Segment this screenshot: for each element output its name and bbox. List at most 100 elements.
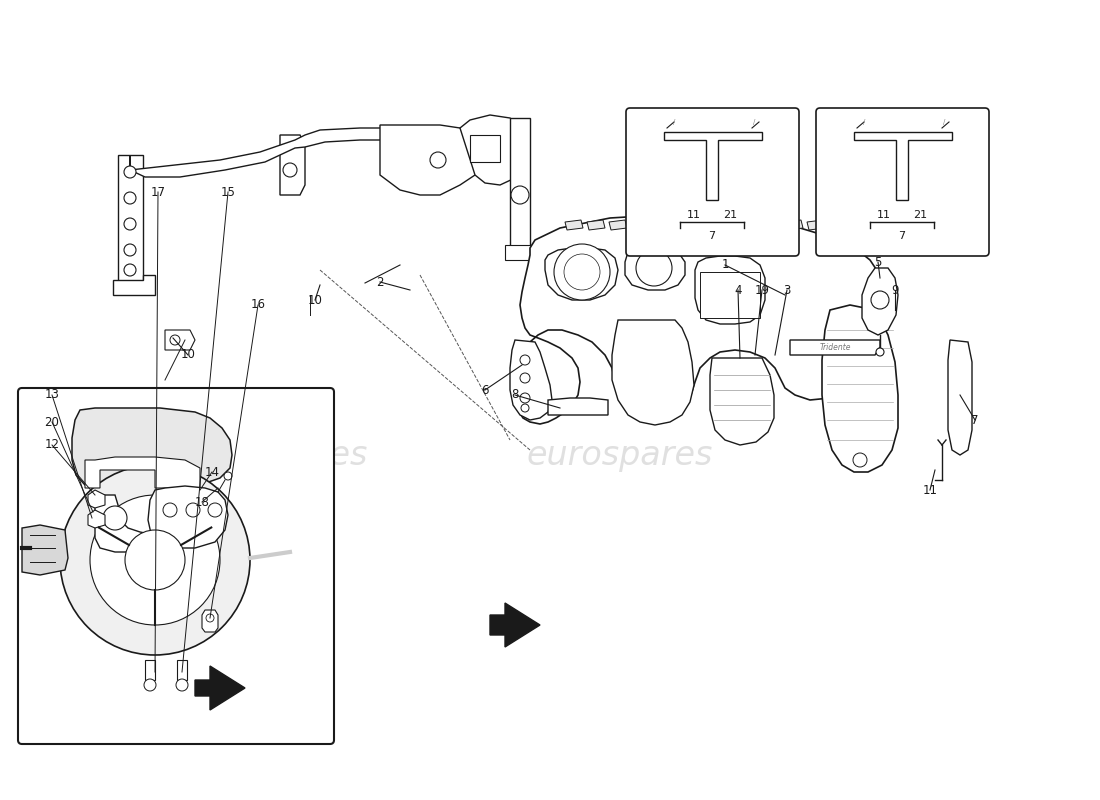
Polygon shape [862, 268, 898, 335]
Polygon shape [165, 330, 195, 350]
Polygon shape [148, 486, 228, 548]
Polygon shape [544, 248, 618, 300]
Polygon shape [202, 610, 218, 632]
Polygon shape [177, 660, 187, 680]
Text: 8: 8 [512, 389, 519, 402]
Polygon shape [510, 118, 530, 250]
Polygon shape [548, 398, 608, 415]
Circle shape [124, 218, 136, 230]
Polygon shape [948, 340, 972, 455]
Text: 16: 16 [251, 298, 265, 311]
Text: 6: 6 [482, 383, 488, 397]
FancyBboxPatch shape [626, 108, 799, 256]
Text: 11: 11 [923, 483, 937, 497]
Polygon shape [664, 132, 762, 200]
Circle shape [144, 679, 156, 691]
Polygon shape [118, 155, 143, 285]
Polygon shape [88, 510, 104, 528]
Text: 10: 10 [308, 294, 322, 306]
Polygon shape [587, 220, 605, 230]
Text: 19: 19 [755, 283, 770, 297]
Circle shape [124, 264, 136, 276]
Polygon shape [510, 340, 552, 420]
Text: 7: 7 [708, 231, 716, 241]
Polygon shape [741, 220, 759, 230]
Circle shape [636, 250, 672, 286]
Circle shape [520, 355, 530, 365]
Text: Tridente: Tridente [820, 343, 850, 353]
Text: 12: 12 [44, 438, 59, 451]
Text: 14: 14 [205, 466, 220, 478]
Circle shape [170, 335, 180, 345]
Text: 10: 10 [180, 349, 196, 362]
Text: eurospares: eurospares [182, 438, 368, 471]
Circle shape [564, 254, 600, 290]
Polygon shape [710, 358, 774, 445]
Polygon shape [113, 275, 155, 295]
Polygon shape [785, 220, 803, 230]
Polygon shape [675, 220, 693, 230]
Text: 9: 9 [891, 283, 899, 297]
Circle shape [208, 503, 222, 517]
Text: 11: 11 [877, 210, 891, 220]
Text: 5: 5 [874, 255, 882, 269]
Polygon shape [95, 495, 155, 552]
Text: 2: 2 [376, 275, 384, 289]
Circle shape [430, 152, 446, 168]
Polygon shape [653, 220, 671, 230]
Circle shape [283, 163, 297, 177]
Text: 21: 21 [913, 210, 927, 220]
Polygon shape [22, 525, 68, 575]
Circle shape [512, 186, 529, 204]
Circle shape [520, 373, 530, 383]
Polygon shape [790, 340, 880, 355]
Polygon shape [854, 132, 952, 200]
Polygon shape [631, 220, 649, 230]
Polygon shape [697, 220, 715, 230]
Polygon shape [195, 666, 245, 710]
Text: /: / [862, 119, 866, 125]
Text: 18: 18 [195, 495, 209, 509]
Polygon shape [763, 220, 781, 230]
Polygon shape [695, 256, 764, 324]
Text: 20: 20 [45, 415, 59, 429]
Polygon shape [515, 215, 880, 424]
Polygon shape [490, 603, 540, 647]
Text: 1: 1 [722, 258, 728, 271]
Text: /: / [673, 119, 675, 125]
Circle shape [176, 679, 188, 691]
FancyBboxPatch shape [816, 108, 989, 256]
Text: 3: 3 [783, 283, 791, 297]
Polygon shape [609, 220, 627, 230]
Polygon shape [145, 660, 155, 680]
Circle shape [124, 244, 136, 256]
Text: 17: 17 [151, 186, 165, 198]
Circle shape [206, 614, 214, 622]
Circle shape [876, 348, 884, 356]
Circle shape [124, 192, 136, 204]
Polygon shape [700, 272, 760, 318]
Circle shape [103, 506, 127, 530]
Circle shape [871, 291, 889, 309]
Polygon shape [829, 220, 847, 230]
Polygon shape [280, 135, 305, 195]
Circle shape [852, 453, 867, 467]
Circle shape [163, 503, 177, 517]
Polygon shape [807, 220, 825, 230]
Circle shape [224, 472, 232, 480]
Text: eurospares: eurospares [527, 438, 713, 471]
Text: /: / [752, 119, 756, 125]
Polygon shape [85, 457, 200, 488]
Polygon shape [460, 115, 530, 185]
Polygon shape [379, 125, 495, 195]
Text: 13: 13 [45, 389, 59, 402]
Polygon shape [822, 305, 898, 472]
Polygon shape [72, 408, 232, 488]
Text: 4: 4 [735, 283, 741, 297]
Polygon shape [88, 490, 104, 508]
Circle shape [90, 495, 220, 625]
Polygon shape [130, 128, 450, 177]
Circle shape [60, 465, 250, 655]
Polygon shape [612, 320, 694, 425]
Text: 7: 7 [899, 231, 905, 241]
